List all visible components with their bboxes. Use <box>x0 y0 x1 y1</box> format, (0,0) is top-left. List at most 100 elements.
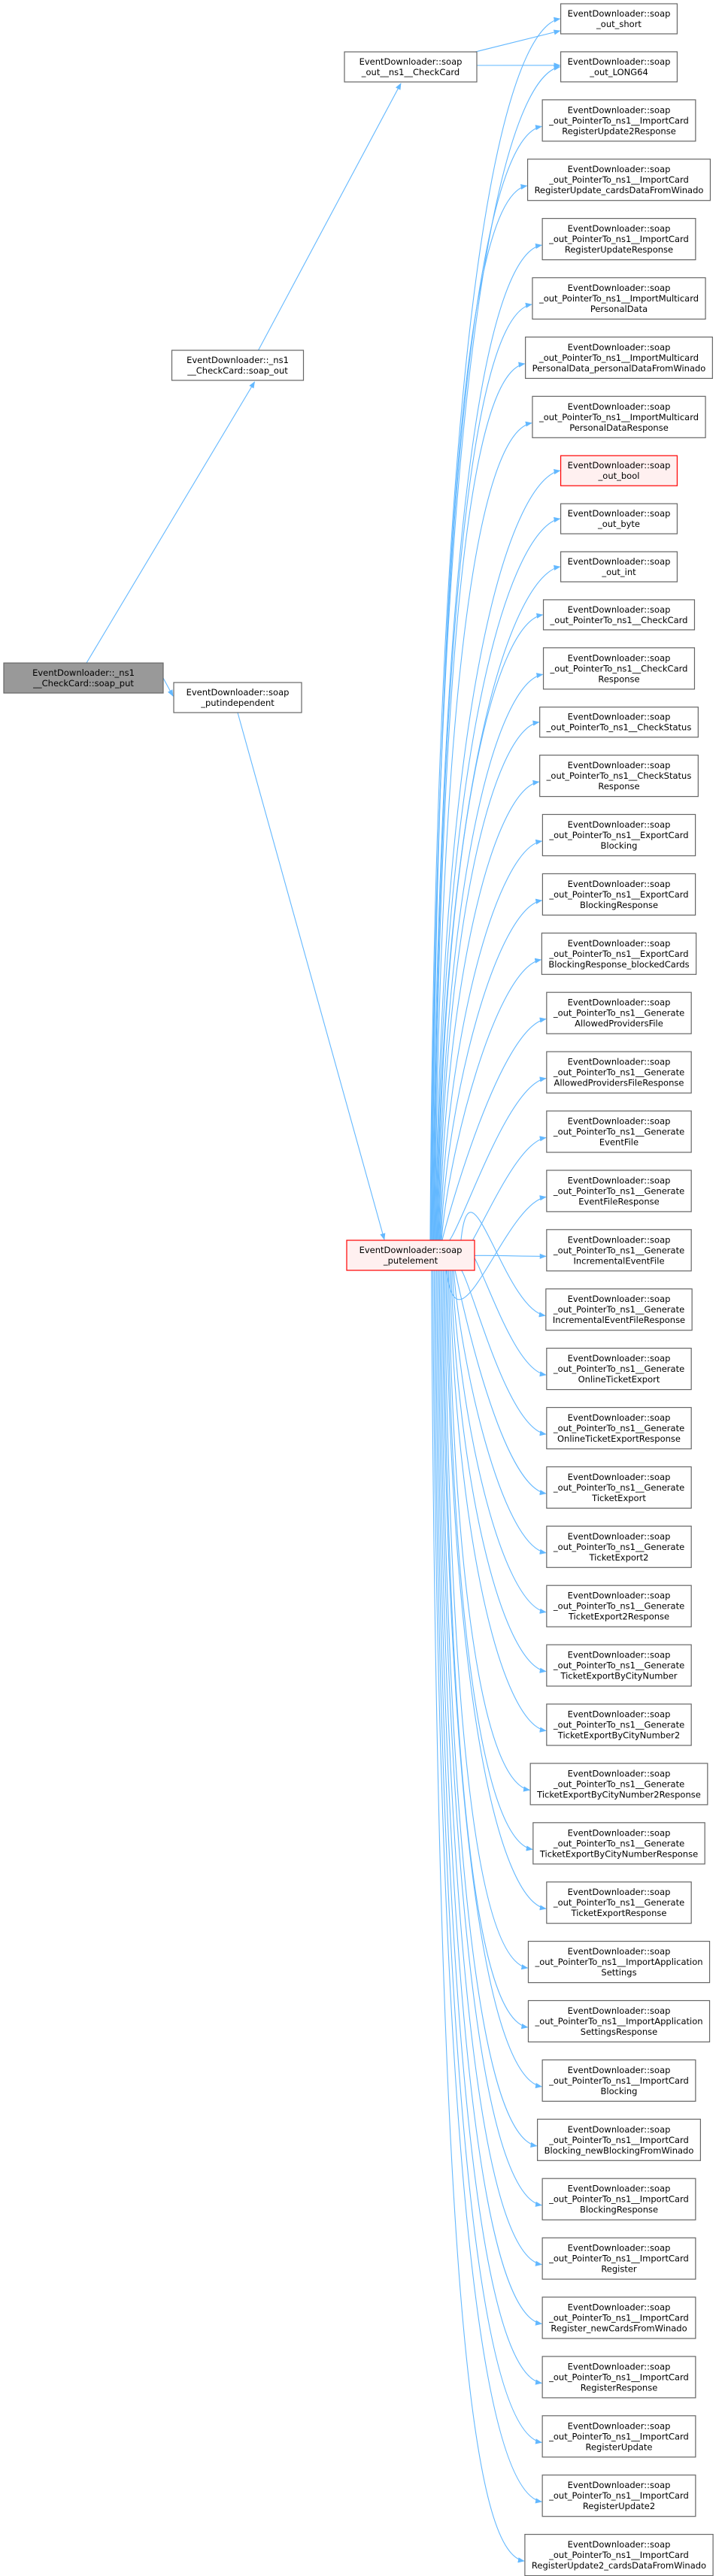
node-callee[interactable]: EventDownloader::soap_out_PointerTo_ns1_… <box>539 707 699 738</box>
node-label-line: TicketExportResponse <box>571 1908 667 1918</box>
call-edge <box>258 83 402 351</box>
node-label-line: _out_PointerTo_ns1__Generate <box>553 1245 684 1255</box>
node-callee[interactable]: EventDownloader::soap_out_PointerTo_ns1_… <box>541 932 697 975</box>
node-label-line: EventDownloader::soap <box>568 712 671 722</box>
node-callee[interactable]: EventDownloader::soap_out_PointerTo_ns1_… <box>532 1822 705 1865</box>
root-node-soap-put[interactable]: EventDownloader::_ns1__CheckCard::soap_p… <box>3 662 164 694</box>
node-label-line: _out_PointerTo_ns1__Generate <box>553 1660 684 1671</box>
node-label-line: EventDownloader::soap <box>568 2065 671 2075</box>
node-label-line: TicketExportByCityNumberResponse <box>539 1848 698 1859</box>
node-label-line: _out_PointerTo_ns1__ImportApplication <box>534 1957 702 1967</box>
node-callee[interactable]: EventDownloader::soap_out_PointerTo_ns1_… <box>532 277 706 320</box>
node-callee[interactable]: EventDownloader::soap_out_PointerTo_ns1_… <box>542 599 696 631</box>
node-callee[interactable]: EventDownloader::soap_out_PointerTo_ns1_… <box>525 336 713 379</box>
node-box <box>546 1703 692 1746</box>
node-label-line: EventDownloader::soap <box>568 2420 671 2431</box>
call-edge <box>432 302 532 1241</box>
node-box <box>532 277 706 320</box>
node-soap-out-ns1-checkcard[interactable]: EventDownloader::soap_out__ns1__CheckCar… <box>344 51 478 83</box>
call-edge <box>431 125 543 1241</box>
call-edge <box>440 898 543 1241</box>
node-label-line: EventDownloader::_ns1 <box>187 355 289 365</box>
node-callee[interactable]: EventDownloader::soap_out_PointerTo_ns1_… <box>537 2118 701 2161</box>
node-callee[interactable]: EventDownloader::soap_out_PointerTo_ns1_… <box>541 2356 696 2399</box>
node-label-line: RegisterUpdate2_cardsDataFromWinado <box>532 2560 706 2571</box>
node-label-line: SettingsResponse <box>581 2027 657 2037</box>
node-callee[interactable]: EventDownloader::soap_out_PointerTo_ns1_… <box>541 2059 696 2102</box>
node-callee[interactable]: EventDownloader::soap_out_PointerTo_ns1_… <box>539 754 699 798</box>
node-label-line: _out_bool <box>598 471 640 481</box>
node-box <box>545 1288 693 1331</box>
node-label-line: EventDownloader::soap <box>568 1946 671 1957</box>
node-callee[interactable]: EventDownloader::soap_out_PointerTo_ns1_… <box>546 1347 692 1391</box>
node-callee[interactable]: EventDownloader::soap_out_int <box>560 551 678 583</box>
node-label-line: Blocking <box>601 840 638 851</box>
node-callee[interactable]: EventDownloader::soap_out_PointerTo_ns1_… <box>546 1110 692 1153</box>
node-callee[interactable]: EventDownloader::soap_out_PointerTo_ns1_… <box>541 99 696 142</box>
node-soap-putelement[interactable]: EventDownloader::soap_putelement <box>346 1240 475 1271</box>
node-box <box>539 754 699 798</box>
node-label-line: RegisterUpdateResponse <box>565 244 673 255</box>
node-callee[interactable]: EventDownloader::soap_out_PointerTo_ns1_… <box>545 1288 693 1331</box>
node-box <box>537 2118 701 2161</box>
node-callee[interactable]: EventDownloader::soap_out_PointerTo_ns1_… <box>541 2237 696 2280</box>
node-callee[interactable]: EventDownloader::soap_out_short <box>560 3 678 35</box>
node-callee[interactable]: EventDownloader::soap_out_PointerTo_ns1_… <box>529 1763 708 1806</box>
node-callee[interactable]: EventDownloader::soap_out_PointerTo_ns1_… <box>541 2415 696 2458</box>
node-label-line: _out_short <box>596 19 642 29</box>
node-box <box>532 1822 705 1865</box>
node-label-line: _out_PointerTo_ns1__ExportCard <box>548 949 688 959</box>
node-callee[interactable]: EventDownloader::soap_out_PointerTo_ns1_… <box>541 2178 696 2220</box>
node-callee[interactable]: EventDownloader::soap_out_PointerTo_ns1_… <box>546 1229 692 1272</box>
node-box <box>546 1051 692 1094</box>
node-callee[interactable]: EventDownloader::soap_out_PointerTo_ns1_… <box>532 395 706 438</box>
node-callee[interactable]: EventDownloader::soap_out_PointerTo_ns1_… <box>526 159 711 201</box>
node-label-line: _out_PointerTo_ns1__Generate <box>553 1304 684 1315</box>
node-label-line: _out_PointerTo_ns1__Generate <box>553 1008 684 1019</box>
node-callee[interactable]: EventDownloader::soap_out_PointerTo_ns1_… <box>542 647 696 690</box>
node-callee[interactable]: EventDownloader::soap_out_PointerTo_ns1_… <box>546 1051 692 1094</box>
node-label-line: _out_PointerTo_ns1__Generate <box>553 1482 684 1493</box>
node-label-line: EventDownloader::soap <box>568 2124 671 2135</box>
node-callee[interactable]: EventDownloader::soap_out_PointerTo_ns1_… <box>546 1170 692 1212</box>
node-callee[interactable]: EventDownloader::soap_out_PointerTo_ns1_… <box>541 873 696 916</box>
node-callee[interactable]: EventDownloader::soap_out_PointerTo_ns1_… <box>546 1525 692 1568</box>
node-checkcard-soap-out[interactable]: EventDownloader::_ns1__CheckCard::soap_o… <box>171 350 305 381</box>
node-callee[interactable]: EventDownloader::soap_out_PointerTo_ns1_… <box>541 218 696 261</box>
node-callee[interactable]: EventDownloader::soap_out_LONG64 <box>560 51 678 83</box>
call-edge <box>162 677 174 697</box>
node-callee[interactable]: EventDownloader::soap_out_PointerTo_ns1_… <box>527 1941 711 1984</box>
node-callee[interactable]: EventDownloader::soap_out_PointerTo_ns1_… <box>527 1999 711 2043</box>
node-soap-putindependent[interactable]: EventDownloader::soap_putindependent <box>173 682 302 713</box>
node-callee[interactable]: EventDownloader::soap_out_byte <box>560 503 678 534</box>
call-edge <box>437 613 544 1241</box>
node-callee[interactable]: EventDownloader::soap_out_PointerTo_ns1_… <box>546 1703 692 1746</box>
call-edge <box>438 1270 543 2207</box>
node-callee[interactable]: EventDownloader::soap_out_PointerTo_ns1_… <box>541 2296 696 2339</box>
node-box <box>525 336 713 379</box>
node-callee[interactable]: EventDownloader::soap_out_PointerTo_ns1_… <box>541 813 696 857</box>
call-edge <box>438 779 540 1241</box>
node-callee[interactable]: EventDownloader::soap_out_bool <box>560 455 678 486</box>
node-callee[interactable]: EventDownloader::soap_out_PointerTo_ns1_… <box>546 1585 692 1627</box>
node-callee[interactable]: EventDownloader::soap_out_PointerTo_ns1_… <box>546 1466 692 1509</box>
node-label-line: EventDownloader::soap <box>568 104 671 115</box>
node-box <box>541 99 696 142</box>
node-label-line: EventDownloader::soap <box>568 283 671 293</box>
node-label-line: EventDownloader::soap <box>568 2184 671 2194</box>
call-edge <box>456 1267 547 1436</box>
node-callee[interactable]: EventDownloader::soap_out_PointerTo_ns1_… <box>546 1644 692 1687</box>
node-callee[interactable]: EventDownloader::soap_out_PointerTo_ns1_… <box>546 1881 692 1924</box>
call-edge <box>447 1270 533 1851</box>
node-callee[interactable]: EventDownloader::soap_out_PointerTo_ns1_… <box>546 1406 692 1450</box>
node-label-line: EventDownloader::soap <box>568 1709 671 1720</box>
node-callee[interactable]: EventDownloader::soap_out_PointerTo_ns1_… <box>524 2534 714 2576</box>
node-label-line: RegisterUpdate2 <box>583 2501 655 2511</box>
node-label-line: _out_PointerTo_ns1__Generate <box>553 1897 684 1908</box>
call-edge <box>458 1212 546 1318</box>
node-label-line: EventDownloader::soap <box>568 2539 671 2550</box>
node-label-line: _out_LONG64 <box>589 67 648 77</box>
node-label-line: EventDownloader::soap <box>568 1650 671 1660</box>
node-callee[interactable]: EventDownloader::soap_out_PointerTo_ns1_… <box>541 2475 696 2517</box>
node-callee[interactable]: EventDownloader::soap_out_PointerTo_ns1_… <box>546 991 692 1034</box>
